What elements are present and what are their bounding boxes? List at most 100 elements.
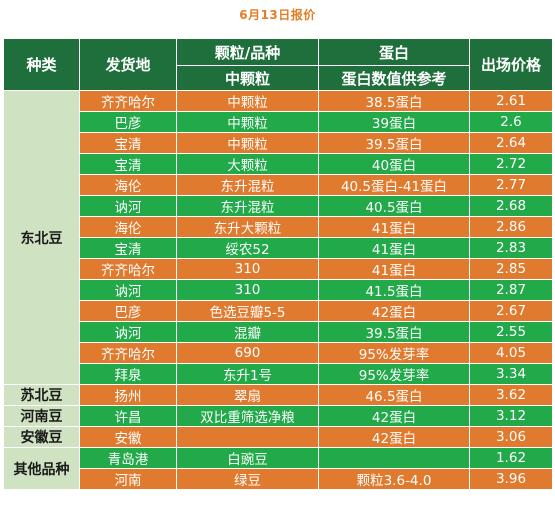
grain-cell: 中颗粒 — [176, 111, 319, 133]
table-row: 拜泉 东升1号 95%发芽率 3.34 — [4, 363, 553, 385]
origin-cell: 海伦 — [79, 216, 177, 238]
grain-cell: 绿豆 — [176, 468, 319, 490]
table-row: 安徽豆 安徽 42蛋白 3.06 — [3, 426, 553, 448]
protein-cell: 42蛋白 — [318, 405, 470, 427]
protein-cell: 38.5蛋白 — [318, 90, 470, 112]
origin-cell: 齐齐哈尔 — [79, 342, 177, 364]
table-row: 巴彦 中颗粒 39蛋白 2.6 — [4, 111, 553, 133]
protein-cell: 40.5蛋白 — [318, 195, 470, 217]
protein-cell: 颗粒3.6-4.0 — [318, 468, 470, 490]
protein-cell: 39.5蛋白 — [318, 132, 470, 154]
table-row: 讷河 310 41.5蛋白 2.87 — [4, 279, 553, 301]
table-row: 河南 绿豆 颗粒3.6-4.0 3.96 — [4, 468, 553, 490]
protein-cell: 95%发芽率 — [318, 342, 470, 364]
grain-cell: 翠扇 — [176, 384, 319, 406]
grain-cell — [176, 426, 319, 448]
grain-cell: 色选豆瓣5-5 — [176, 300, 319, 322]
origin-cell: 讷河 — [79, 195, 177, 217]
protein-cell: 95%发芽率 — [318, 363, 470, 385]
category-cell: 河南豆 — [3, 405, 80, 427]
table-row: 讷河 混瓣 39.5蛋白 2.55 — [4, 321, 553, 343]
table-row: 海伦 东升混粒 40.5蛋白-41蛋白 2.77 — [4, 174, 553, 196]
origin-cell: 讷河 — [79, 279, 177, 301]
protein-cell: 40蛋白 — [318, 153, 470, 175]
price-cell: 2.83 — [469, 237, 553, 259]
table-row: 讷河 东升混粒 40.5蛋白 2.68 — [4, 195, 553, 217]
protein-cell — [318, 447, 470, 469]
price-cell: 2.85 — [469, 258, 553, 280]
table-row: 齐齐哈尔 310 41蛋白 2.85 — [4, 258, 553, 280]
origin-cell: 宝清 — [79, 237, 177, 259]
table-row: 苏北豆 扬州 翠扇 46.5蛋白 3.62 — [3, 384, 553, 406]
price-cell: 4.05 — [469, 342, 553, 364]
protein-cell: 42蛋白 — [318, 426, 470, 448]
origin-cell: 宝清 — [79, 153, 177, 175]
protein-cell: 41蛋白 — [318, 258, 470, 280]
category-cell: 其他品种 — [3, 447, 80, 490]
price-cell: 2.68 — [469, 195, 553, 217]
price-cell: 1.62 — [469, 447, 553, 469]
origin-cell: 安徽 — [79, 426, 177, 448]
price-cell: 3.96 — [469, 468, 553, 490]
price-cell: 2.87 — [469, 279, 553, 301]
price-cell: 2.67 — [469, 300, 553, 322]
origin-cell: 巴彦 — [79, 300, 177, 322]
table-row: 河南豆 许昌 双比重筛选净粮 42蛋白 3.12 — [3, 405, 553, 427]
protein-cell: 39蛋白 — [318, 111, 470, 133]
category-cell: 东北豆 — [3, 90, 80, 385]
price-cell: 2.55 — [469, 321, 553, 343]
protein-cell: 41蛋白 — [318, 237, 470, 259]
price-cell: 3.62 — [469, 384, 553, 406]
grain-cell: 大颗粒 — [176, 153, 319, 175]
grain-cell: 310 — [176, 258, 319, 280]
origin-cell: 海伦 — [79, 174, 177, 196]
category-cell: 苏北豆 — [3, 384, 80, 406]
protein-cell: 41.5蛋白 — [318, 279, 470, 301]
grain-cell: 中颗粒 — [176, 132, 319, 154]
protein-cell: 42蛋白 — [318, 300, 470, 322]
grain-cell: 混瓣 — [176, 321, 319, 343]
protein-cell: 46.5蛋白 — [318, 384, 470, 406]
price-cell: 2.72 — [469, 153, 553, 175]
protein-cell: 39.5蛋白 — [318, 321, 470, 343]
price-cell: 2.77 — [469, 174, 553, 196]
origin-cell: 巴彦 — [79, 111, 177, 133]
page-title: 6月13日报价 — [239, 8, 316, 22]
grain-cell: 双比重筛选净粮 — [176, 405, 319, 427]
origin-cell: 讷河 — [79, 321, 177, 343]
table-row: 宝清 绥农52 41蛋白 2.83 — [4, 237, 553, 259]
table-row: 海伦 东升大颗粒 41蛋白 2.86 — [4, 216, 553, 238]
origin-cell: 宝清 — [79, 132, 177, 154]
price-cell: 3.06 — [469, 426, 553, 448]
price-cell: 2.64 — [469, 132, 553, 154]
price-cell: 2.6 — [469, 111, 553, 133]
header-category: 种类 — [3, 38, 80, 91]
protein-cell: 41蛋白 — [318, 216, 470, 238]
protein-cell: 40.5蛋白-41蛋白 — [318, 174, 470, 196]
header-protein-sub: 蛋白数值供参考 — [318, 65, 470, 91]
price-cell: 3.34 — [469, 363, 553, 385]
grain-cell: 中颗粒 — [176, 90, 319, 112]
grain-cell: 690 — [176, 342, 319, 364]
grain-cell: 东升1号 — [176, 363, 319, 385]
table-row: 东北豆 齐齐哈尔 中颗粒 38.5蛋白 2.61 — [3, 90, 553, 385]
table-row: 宝清 大颗粒 40蛋白 2.72 — [4, 153, 553, 175]
header-origin: 发货地 — [79, 38, 177, 91]
category-cell: 安徽豆 — [3, 426, 80, 448]
table-body: 东北豆 齐齐哈尔 中颗粒 38.5蛋白 2.61 巴彦 中颗粒 39蛋白 2.6 宝清 中颗粒 39.… — [3, 90, 553, 490]
price-cell: 2.61 — [469, 90, 553, 112]
grain-cell: 东升混粒 — [176, 174, 319, 196]
table-row: 其他品种 青岛港 白豌豆 1.62 — [3, 447, 553, 490]
header-grain-sub: 中颗粒 — [176, 65, 319, 91]
header-grain: 颗粒/品种 — [176, 38, 319, 66]
grain-cell: 310 — [176, 279, 319, 301]
origin-cell: 河南 — [79, 468, 177, 490]
grain-cell: 绥农52 — [176, 237, 319, 259]
table-row: 宝清 中颗粒 39.5蛋白 2.64 — [4, 132, 553, 154]
price-cell: 2.86 — [469, 216, 553, 238]
header-protein: 蛋白 — [318, 38, 470, 66]
origin-cell: 许昌 — [79, 405, 177, 427]
price-cell: 3.12 — [469, 405, 553, 427]
grain-cell: 东升混粒 — [176, 195, 319, 217]
price-table: 种类 发货地 颗粒/品种 蛋白 出场价格 中颗粒 蛋白数值供参考 东北豆 齐齐哈尔… — [3, 38, 553, 490]
